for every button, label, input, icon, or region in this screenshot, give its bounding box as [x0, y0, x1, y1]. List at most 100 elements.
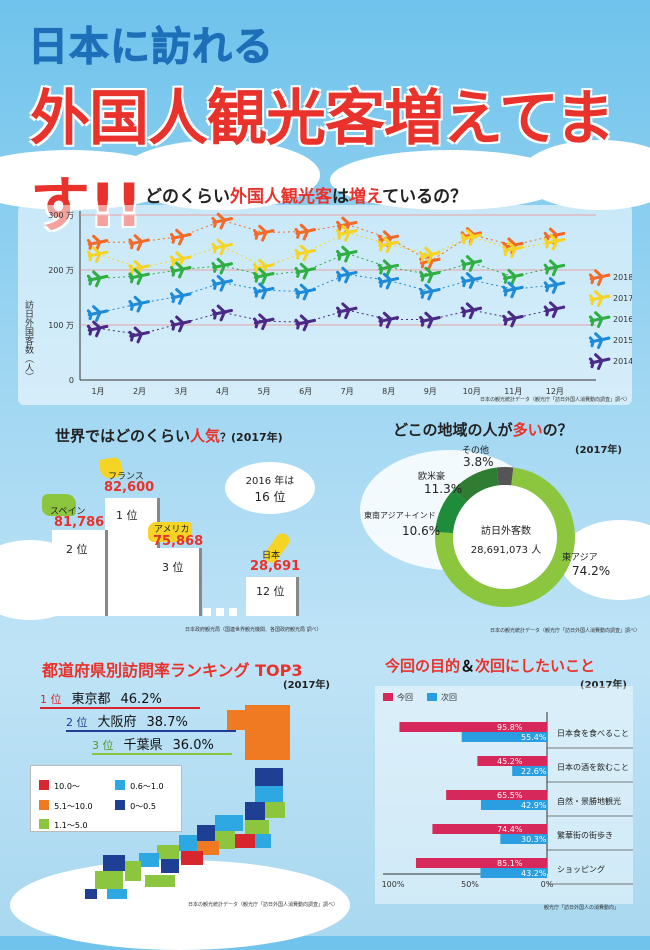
point-2015-7 — [336, 266, 358, 284]
bar-next-label-1: 55.4% — [521, 733, 547, 742]
donut-center-value: 28,691,073 人 — [470, 545, 542, 556]
donut-slice-3 — [453, 467, 499, 502]
point-2014-11 — [502, 310, 524, 328]
rank-1-label: 1 位 — [40, 693, 62, 706]
legend-swatch-now — [383, 693, 393, 701]
y-tick-label: 300 万 — [48, 211, 74, 220]
category-label-3: 自然・景勝地観光 — [557, 796, 621, 806]
bar-next-3 — [480, 800, 547, 810]
bar-next-4 — [500, 834, 547, 844]
bar-now-label-3: 65.5% — [497, 791, 523, 800]
podium-2 — [52, 530, 105, 616]
legend-label-5: 1.1〜5.0 — [54, 821, 88, 830]
rank-3-label: 3 位 — [92, 739, 114, 752]
rank-2-label: 2 位 — [66, 716, 88, 729]
country-12-rank: 12 位 — [256, 585, 285, 598]
x-tick-label: 9月 — [424, 387, 437, 396]
point-2015-8 — [377, 272, 400, 290]
usa-shape — [148, 522, 192, 542]
x-tick-label: 4月 — [216, 387, 229, 396]
legend-label-4: 0〜0.5 — [130, 802, 156, 811]
rank-row-2: 2 位大阪府 38.7% — [66, 711, 236, 732]
podium-gap-1 — [203, 608, 211, 616]
podium-gap-3 — [229, 608, 237, 616]
bar-now-label-4: 74.4% — [497, 825, 523, 834]
point-2015-4 — [211, 274, 233, 292]
legend-swatch-5 — [39, 818, 49, 829]
point-2016-6 — [294, 262, 316, 280]
point-2018-7 — [336, 216, 358, 234]
rank-row-1: 1 位東京都 46.2% — [40, 688, 200, 709]
point-2015-1 — [86, 305, 109, 322]
legend-swatch-next — [427, 693, 437, 701]
point-2017-4 — [211, 238, 233, 256]
region-donut — [435, 467, 575, 607]
legend-label-2015: 2015 — [613, 336, 632, 345]
category-label-1: 日本食を食べること — [557, 728, 629, 738]
series-line-2017 — [97, 232, 555, 269]
purpose-title: 今回の目的＆次回にしたいこと — [385, 657, 596, 675]
point-2014-12 — [543, 301, 566, 319]
point-2017-6 — [294, 244, 316, 262]
point-2014-9 — [419, 311, 441, 329]
x-tick-label: 10月 — [463, 387, 481, 396]
bar-now-label-5: 85.1% — [497, 859, 523, 868]
point-2014-6 — [294, 314, 316, 332]
segment-other-pct: 3.8% — [463, 455, 494, 469]
legend-label-now: 今回 — [397, 692, 413, 702]
point-2014-5 — [252, 313, 275, 331]
country-3-name: アメリカ — [154, 525, 190, 535]
podium-3 — [155, 548, 199, 616]
segment-east-asia-pct: 74.2% — [572, 564, 611, 578]
podium-12 — [246, 577, 296, 616]
point-2016-1 — [86, 270, 109, 288]
point-2015-9 — [419, 283, 441, 301]
rank-3-pct: 36.0% — [172, 738, 214, 753]
series-line-2016 — [97, 252, 555, 279]
segment-east-asia-name: 東アジア — [562, 553, 598, 563]
legend-label-next: 次回 — [441, 692, 457, 702]
point-2014-8 — [377, 311, 400, 329]
prefecture-year: (2017年) — [283, 680, 330, 691]
region-title: どこの地域の人が多いの？ — [393, 421, 573, 439]
point-2018-1 — [86, 234, 109, 252]
donut-slice-2 — [435, 489, 467, 534]
rank-3-name: 千葉県 — [123, 738, 163, 753]
purpose-chart: 今回 次回 100% 50% 0% 95.8%55.4% 日本食を食べること 45.2%22.… — [382, 692, 633, 889]
point-2016-5 — [252, 267, 275, 285]
bar-next-label-3: 42.9% — [521, 801, 547, 810]
y-tick-label: 100 万 — [48, 321, 74, 330]
x-tick-label: 2月 — [133, 387, 146, 396]
monthly-question: どのくらい外国人観光客は増えているの？ — [145, 187, 468, 207]
y-tick-label: 200 万 — [48, 266, 74, 275]
legend-icon-2014 — [588, 353, 611, 370]
bar-next-label-2: 22.6% — [521, 767, 547, 776]
point-2016-9 — [419, 266, 441, 284]
purpose-source: 観光庁「訪日外国人の消費動向」 — [544, 905, 620, 911]
legend-icon-2015 — [588, 332, 611, 349]
x-tick-label: 100% — [382, 880, 405, 889]
popularity-source: 日本政府観光局（国連世界観光機関、各国政府観光局 調べ） — [185, 627, 322, 633]
x-tick-label: 1月 — [91, 387, 104, 396]
title-line-1: 日本に訪れる — [28, 24, 274, 71]
point-2018-5 — [252, 224, 275, 242]
point-2015-12 — [543, 277, 566, 294]
legend-label-2016: 2016 — [613, 315, 632, 324]
country-1-value: 82,600 — [104, 480, 155, 495]
point-2015-5 — [252, 282, 275, 300]
legend-label-3: 5.1〜10.0 — [54, 802, 93, 811]
x-tick-label: 7月 — [341, 387, 354, 396]
point-2016-10 — [460, 255, 483, 272]
monthly-y-label: 訪日外国客数（人） — [23, 300, 33, 381]
point-2017-8 — [377, 236, 400, 254]
legend-label-2017: 2017 — [613, 294, 632, 303]
rank-2-name: 大阪府 — [97, 715, 137, 730]
country-1-name: フランス — [108, 472, 144, 482]
point-2014-3 — [169, 315, 192, 333]
monthly-chart: 0 100 万 200 万 300 万 1月 2月 3月 4月 5月 6月 7月 8月 9月 10月 11月… — [48, 211, 632, 396]
category-label-2: 日本の酒を飲むこと — [557, 762, 629, 772]
point-2015-6 — [294, 283, 316, 301]
bar-now-label-1: 95.8% — [497, 723, 523, 732]
legend-label-2014: 2014 — [613, 357, 632, 366]
donut-hole — [453, 485, 557, 589]
